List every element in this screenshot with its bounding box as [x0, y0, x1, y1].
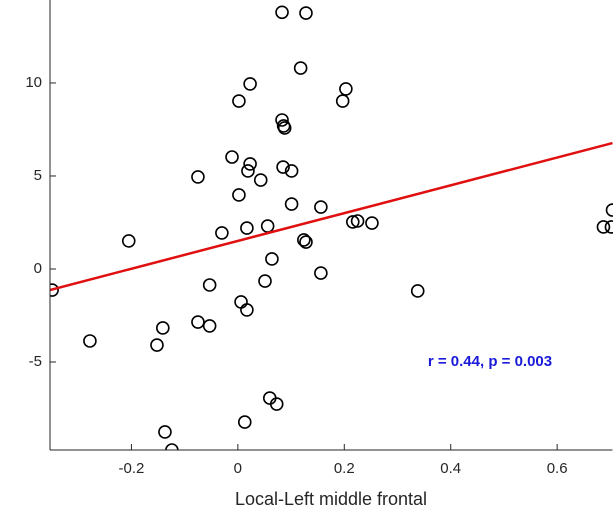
point: [284, 197, 299, 211]
point: [314, 266, 328, 280]
point: [346, 215, 360, 229]
point: [156, 321, 170, 335]
point: [202, 278, 217, 292]
y-tick-label: 5: [34, 167, 42, 184]
point: [277, 121, 292, 135]
x-tick-label: 0.4: [440, 460, 461, 477]
point: [241, 164, 255, 178]
y-tick-label: -5: [29, 353, 42, 370]
point: [50, 283, 59, 297]
point: [191, 170, 205, 184]
x-tick-label: 0.6: [547, 460, 568, 477]
point: [240, 303, 254, 317]
point: [269, 397, 284, 411]
point: [604, 220, 613, 234]
point: [284, 164, 299, 178]
point: [215, 226, 229, 240]
point: [335, 94, 350, 108]
point: [410, 284, 425, 298]
point: [225, 150, 239, 164]
point: [253, 173, 268, 187]
point: [260, 219, 275, 233]
point: [596, 220, 611, 234]
point: [191, 315, 205, 329]
point: [83, 334, 97, 348]
point: [165, 443, 179, 450]
point: [297, 233, 311, 247]
point: [299, 235, 313, 249]
annotation: r = 0.44, p = 0.003: [428, 353, 552, 370]
point: [276, 160, 290, 174]
fit-line: [50, 141, 613, 292]
x-axis-label: Local-Left middle frontal: [235, 489, 427, 509]
point: [150, 338, 164, 352]
plot-area: [50, 5, 613, 450]
point: [243, 157, 257, 171]
point: [265, 252, 279, 266]
point: [258, 274, 272, 288]
point: [299, 6, 313, 20]
point: [605, 203, 613, 217]
point: [339, 82, 353, 96]
point: [350, 214, 365, 228]
x-tick-label: -0.2: [118, 460, 144, 477]
point: [240, 221, 254, 235]
point: [293, 61, 308, 75]
point: [365, 216, 379, 230]
point: [234, 295, 248, 309]
point: [275, 5, 289, 20]
x-tick-label: 0.2: [334, 460, 355, 477]
point: [314, 200, 328, 214]
y-tick-label: 10: [25, 74, 42, 91]
point: [121, 234, 136, 248]
x-tick-label: 0: [234, 460, 242, 477]
y-tick-label: 0: [34, 260, 42, 277]
point: [232, 94, 246, 108]
point: [237, 415, 252, 429]
point: [232, 188, 246, 202]
point: [275, 113, 289, 127]
point: [243, 77, 257, 91]
point: [158, 425, 172, 439]
point: [202, 319, 217, 333]
